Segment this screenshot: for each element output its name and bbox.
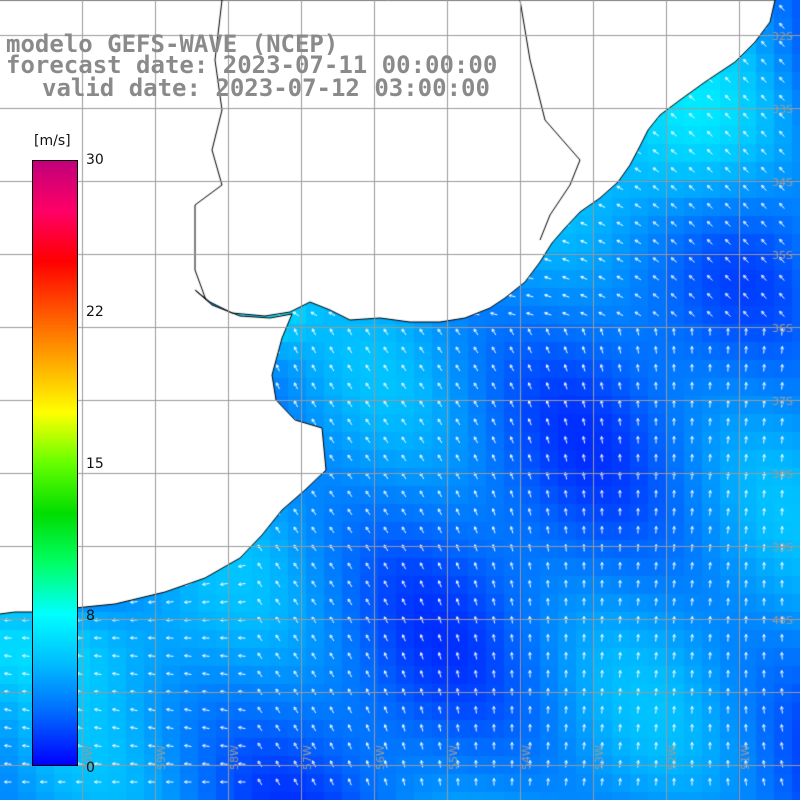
forecast-date: forecast date: 2023-07-11 00:00:00 [6, 51, 498, 79]
colorbar-tick-0: 0 [86, 760, 95, 776]
valid-date: valid date: 2023-07-12 03:00:00 [42, 74, 490, 102]
colorbar-tick-15: 15 [86, 456, 104, 472]
colorbar [32, 160, 78, 766]
model-title: modelo GEFS-WAVE (NCEP) [6, 30, 339, 58]
colorbar-tick-30: 30 [86, 152, 104, 168]
colorbar-tick-8: 8 [86, 608, 95, 624]
colorbar-unit: [m/s] [34, 133, 71, 149]
colorbar-tick-22: 22 [86, 304, 104, 320]
